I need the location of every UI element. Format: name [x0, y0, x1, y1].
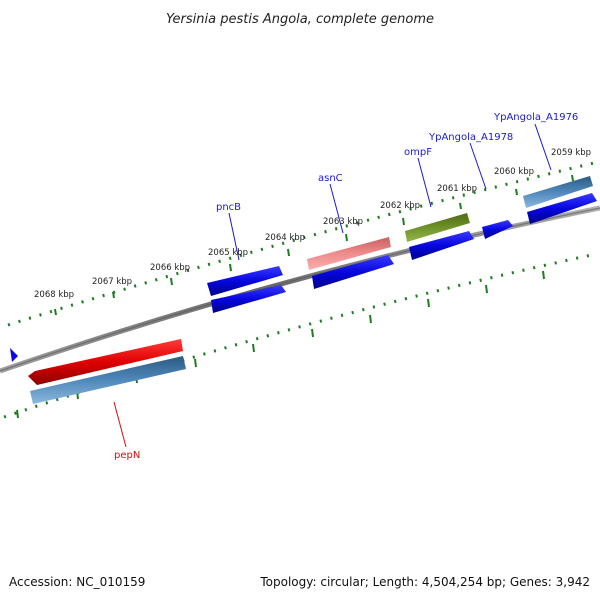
gene-label-asnC[interactable]: asnC	[318, 173, 343, 184]
outer-major-ticks	[54, 174, 574, 316]
accession-text: Accession: NC_010159	[9, 575, 145, 589]
gene-a1978-feature[interactable]	[482, 220, 513, 239]
gene-label-pepN[interactable]: pepN	[114, 450, 140, 461]
scale-label-2064: 2064 kbp	[265, 233, 305, 243]
map-title: Yersinia pestis Angola, complete genome	[166, 12, 434, 27]
gene-pepN-feature[interactable]	[28, 339, 183, 385]
gene-label-pncB[interactable]: pncB	[216, 202, 241, 213]
scale-label-2068: 2068 kbp	[34, 290, 74, 300]
gene-label-ypangola-a1976[interactable]: YpAngola_A1976	[493, 112, 578, 123]
scale-labels: 2068 kbp 2067 kbp 2066 kbp 2065 kbp 2064…	[34, 148, 591, 300]
scale-label-2066: 2066 kbp	[150, 263, 190, 273]
gene-ompF-feature[interactable]	[405, 213, 470, 242]
cds-pepN-feature[interactable]	[30, 356, 186, 404]
cds-pncB-feature[interactable]	[211, 285, 286, 313]
cds-a1976-feature[interactable]	[527, 193, 597, 224]
scale-label-2059: 2059 kbp	[551, 148, 591, 158]
gene-a1976-feature[interactable]	[523, 176, 593, 208]
scale-label-2060: 2060 kbp	[494, 167, 534, 177]
gene-labels: pncB asnC ompF YpAngola_A1978 YpAngola_A…	[114, 112, 578, 461]
gene-pncB-feature[interactable]	[207, 266, 283, 296]
genome-summary-text: Topology: circular; Length: 4,504,254 bp…	[259, 575, 590, 589]
cds-ompF-feature[interactable]	[409, 231, 474, 260]
scale-label-2067: 2067 kbp	[92, 277, 132, 287]
scale-label-2062: 2062 kbp	[380, 201, 420, 211]
cds-asnC-feature[interactable]	[312, 255, 394, 289]
gene-label-ypangola-a1978[interactable]: YpAngola_A1978	[428, 132, 513, 143]
label-leaders	[113, 123, 552, 448]
inner-major-ticks	[16, 270, 545, 419]
outer-scale-track	[7, 160, 599, 327]
scale-label-2063: 2063 kbp	[323, 217, 363, 227]
gene-asnC-feature[interactable]	[307, 237, 391, 270]
scale-label-2061: 2061 kbp	[437, 184, 477, 194]
gene-label-ompF[interactable]: ompF	[404, 147, 432, 158]
left-edge-feature[interactable]	[10, 348, 18, 362]
inner-scale-track	[3, 252, 597, 419]
genome-backbone-core	[0, 207, 600, 372]
scale-label-2065: 2065 kbp	[208, 248, 248, 258]
